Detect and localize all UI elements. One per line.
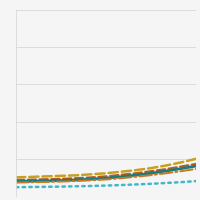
White xyxy=(135,172,137,174)
White xyxy=(150,170,152,172)
Black/African American xyxy=(30,186,32,188)
White xyxy=(45,178,47,180)
Black/African American xyxy=(165,182,167,184)
Total xyxy=(75,179,77,181)
Total xyxy=(30,180,32,182)
Line: Black/African American: Black/African American xyxy=(16,181,196,187)
Hispanic xyxy=(105,178,107,181)
American Indian/Alaska Native xyxy=(150,167,152,169)
Total xyxy=(120,175,122,178)
American Indian/Alaska Native xyxy=(105,172,107,174)
Hispanic xyxy=(75,180,77,182)
Line: Total: Total xyxy=(16,166,196,182)
Line: Hispanic: Hispanic xyxy=(16,169,196,183)
Hispanic xyxy=(120,177,122,179)
Line: American Indian/Alaska Native: American Indian/Alaska Native xyxy=(16,159,196,177)
White xyxy=(180,165,182,168)
Black/African American xyxy=(180,181,182,183)
Black/African American xyxy=(45,186,47,188)
White xyxy=(105,175,107,178)
White xyxy=(75,177,77,179)
White xyxy=(195,163,197,165)
Black/African American xyxy=(60,185,62,188)
White xyxy=(60,178,62,180)
Hispanic xyxy=(45,181,47,183)
American Indian/Alaska Native xyxy=(45,175,47,178)
American Indian/Alaska Native xyxy=(90,173,92,176)
Hispanic xyxy=(90,179,92,181)
White xyxy=(120,174,122,176)
American Indian/Alaska Native xyxy=(30,176,32,178)
Total xyxy=(195,165,197,167)
White xyxy=(90,176,92,179)
Black/African American xyxy=(90,185,92,187)
American Indian/Alaska Native xyxy=(60,175,62,177)
Total xyxy=(15,180,17,183)
American Indian/Alaska Native xyxy=(75,174,77,177)
Total xyxy=(60,179,62,182)
American Indian/Alaska Native xyxy=(165,164,167,167)
Black/African American xyxy=(150,183,152,185)
Black/African American xyxy=(105,184,107,187)
Black/African American xyxy=(195,180,197,182)
Total xyxy=(135,174,137,176)
American Indian/Alaska Native xyxy=(15,176,17,179)
White xyxy=(30,178,32,181)
Hispanic xyxy=(135,176,137,178)
American Indian/Alaska Native xyxy=(135,169,137,171)
White xyxy=(15,179,17,181)
Line: White: White xyxy=(16,164,196,180)
American Indian/Alaska Native xyxy=(120,171,122,173)
Hispanic xyxy=(180,170,182,172)
Total xyxy=(45,180,47,182)
Hispanic xyxy=(150,174,152,176)
Hispanic xyxy=(15,181,17,184)
Total xyxy=(90,178,92,180)
Total xyxy=(165,170,167,172)
Total xyxy=(105,177,107,179)
Black/African American xyxy=(135,183,137,186)
American Indian/Alaska Native xyxy=(195,158,197,160)
White xyxy=(165,168,167,170)
Black/African American xyxy=(120,184,122,186)
Hispanic xyxy=(30,181,32,183)
Total xyxy=(150,172,152,174)
Hispanic xyxy=(60,180,62,183)
Hispanic xyxy=(165,172,167,174)
Hispanic xyxy=(195,168,197,170)
Total xyxy=(180,167,182,170)
Black/African American xyxy=(75,185,77,187)
Black/African American xyxy=(15,186,17,188)
American Indian/Alaska Native xyxy=(180,161,182,164)
